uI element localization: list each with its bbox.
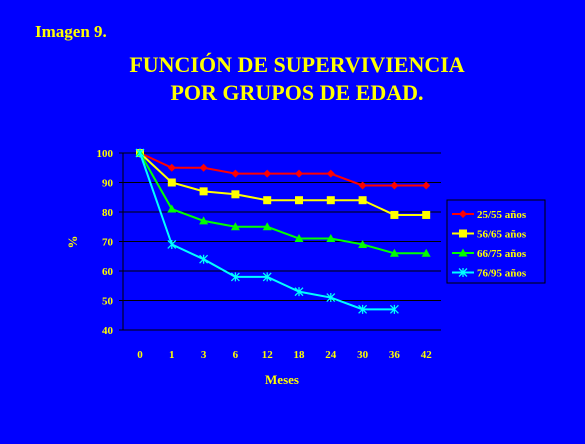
data-point [230,272,240,282]
data-point [421,248,431,257]
data-point [167,239,177,249]
y-tick-label: 100 [97,148,114,160]
data-point [390,181,399,190]
data-point [294,234,304,243]
data-point [199,254,209,264]
series-line [139,152,427,216]
data-point [459,210,467,218]
data-point [199,216,209,225]
data-point [295,169,303,178]
x-tick-label: 36 [389,349,401,361]
data-point [262,272,272,282]
data-point [135,148,145,158]
x-tick-label: 1 [169,349,175,361]
data-point [167,163,176,172]
data-point [390,210,399,219]
x-tick-label: 12 [262,349,274,361]
data-point [458,248,468,257]
data-point [199,163,208,172]
data-point [262,222,272,231]
x-tick-label: 6 [233,349,239,361]
legend-item: 66/75 años [452,248,527,260]
chart-title-line1: FUNCIÓN DE SUPERVIVIENCIA [129,52,464,77]
x-axis-label: Meses [265,372,299,387]
x-tick-label: 0 [137,349,143,361]
series-1 [136,149,431,190]
gridlines [123,152,441,301]
legend-item: 25/55 años [452,209,527,221]
y-tick-label: 90 [102,178,114,190]
data-point [358,239,368,248]
x-tick-label: 30 [357,349,369,361]
data-point [358,181,367,190]
y-tick-label: 70 [102,237,114,249]
data-point [458,268,468,277]
series-4 [135,148,399,314]
slide-caption: Imagen 9. [35,22,107,41]
series-line [139,152,427,255]
x-tick-label: 42 [421,349,433,361]
data-point [326,293,336,303]
legend-label: 25/55 años [477,209,527,221]
data-point [263,169,272,178]
series-layer [135,148,431,314]
legend-label: 66/75 años [477,248,527,260]
data-point [326,234,336,243]
data-point [389,304,399,314]
data-point [294,287,304,297]
y-tick-label: 80 [102,207,114,219]
data-point [295,196,303,205]
series-2 [136,149,431,219]
chart-title-line2: POR GRUPOS DE EDAD. [170,80,423,105]
data-point [422,210,431,219]
series-line [139,152,427,187]
y-tick-label: 50 [102,296,114,308]
x-tick-labels: 0 1 3 6 12 18 24 30 36 42 [137,349,432,361]
x-tick-label: 3 [201,349,207,361]
y-tick-labels: 100 90 80 70 60 50 40 [97,148,123,337]
data-point [389,248,399,257]
legend: 25/55 años 56/65 años 66/75 años 76/95 años [446,199,546,284]
legend-label: 56/65 años [477,229,527,241]
data-point [358,196,367,205]
y-axis-label: % [65,236,80,249]
data-point [263,196,272,205]
y-tick-label: 40 [102,325,114,337]
data-point [167,204,177,213]
data-point [459,229,467,238]
legend-item: 76/95 años [452,268,527,280]
data-point [199,187,208,196]
x-tick-label: 18 [294,349,306,361]
data-point [326,169,335,178]
data-point [230,222,240,231]
data-point [358,304,368,314]
x-tick-label: 24 [325,349,337,361]
data-point [231,169,240,178]
data-point [231,190,240,199]
y-tick-label: 60 [102,266,114,278]
legend-label: 76/95 años [477,268,527,280]
data-point [167,178,176,187]
data-point [326,196,335,205]
data-point [422,181,431,190]
legend-item: 56/65 años [452,229,527,241]
